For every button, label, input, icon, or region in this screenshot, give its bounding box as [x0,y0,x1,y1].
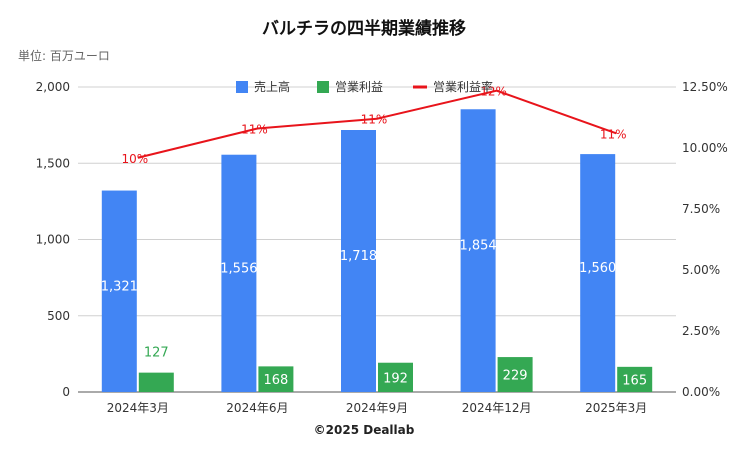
legend-label: 売上高 [254,79,290,94]
credit: ©2025 Deallab [314,423,415,437]
profit-value-label: 192 [383,371,408,386]
bars: 1,321 127 1,556 168 1,718 192 1,854 229 1,560 165 [101,109,653,392]
profit-bar [138,372,174,392]
y-axis-left: 0 500 1,000 1,500 2,000 [36,80,70,399]
sales-bar [221,154,257,392]
profit-value-label: 168 [263,373,288,388]
x-tick-label: 2024年6月 [226,401,288,415]
legend-label: 営業利益 [335,80,383,94]
y-right-tick-label: 10.00% [682,141,728,155]
y-left-tick-label: 500 [47,309,70,323]
legend-label: 営業利益率 [433,79,493,94]
legend-swatch [236,81,248,93]
y-left-tick-label: 1,000 [36,233,70,247]
y-left-tick-label: 2,000 [36,80,70,94]
x-tick-label: 2024年12月 [462,401,532,415]
profit-value-label: 229 [503,369,528,384]
sales-bar [341,130,376,392]
sales-value-label: 1,321 [101,279,138,294]
profit-bar [258,366,294,392]
rate-value-label: 11% [361,113,388,127]
x-tick-label: 2024年9月 [346,401,408,415]
sales-bar [101,190,137,392]
y-right-tick-label: 2.50% [682,324,720,338]
sales-value-label: 1,854 [459,239,496,254]
y-right-tick-label: 0.00% [682,385,720,399]
x-tick-label: 2025年3月 [585,401,647,415]
sales-value-label: 1,556 [220,261,257,276]
y-right-tick-label: 5.00% [682,263,720,277]
rate-value-label: 11% [241,122,268,136]
legend: 売上高 営業利益 営業利益率 [236,79,493,94]
profit-value-label: 165 [622,373,647,388]
sales-value-label: 1,718 [340,249,377,264]
sales-value-label: 1,560 [579,261,616,276]
y-left-tick-label: 0 [62,385,70,399]
y-left-tick-label: 1,500 [36,156,70,170]
unit-label: 単位: 百万ユーロ [18,48,110,63]
grid-lines [78,86,676,393]
y-right-tick-label: 7.50% [682,202,720,216]
sales-bar [460,109,496,392]
profit-value-label: 127 [144,346,169,361]
profit-bar [378,362,413,392]
y-axis-right: 0.00% 2.50% 5.00% 7.50% 10.00% 12.50% [682,80,728,399]
chart-title: バルチラの四半期業績推移 [262,18,466,39]
y-right-tick-label: 12.50% [682,80,728,94]
sales-bar [580,154,616,392]
x-axis: 2024年3月 2024年6月 2024年9月 2024年12月 2025年3月 [107,401,648,415]
rate-value-label: 12% [480,85,507,99]
x-tick-label: 2024年3月 [107,401,169,415]
profit-bar [617,366,653,392]
rate-line-path [137,89,617,159]
rate-line: 10% 11% 11% 12% 11% [121,85,626,166]
rate-value-label: 11% [600,127,627,141]
profit-bar [497,357,533,392]
legend-swatch [317,81,329,93]
rate-value-label: 10% [121,152,148,166]
